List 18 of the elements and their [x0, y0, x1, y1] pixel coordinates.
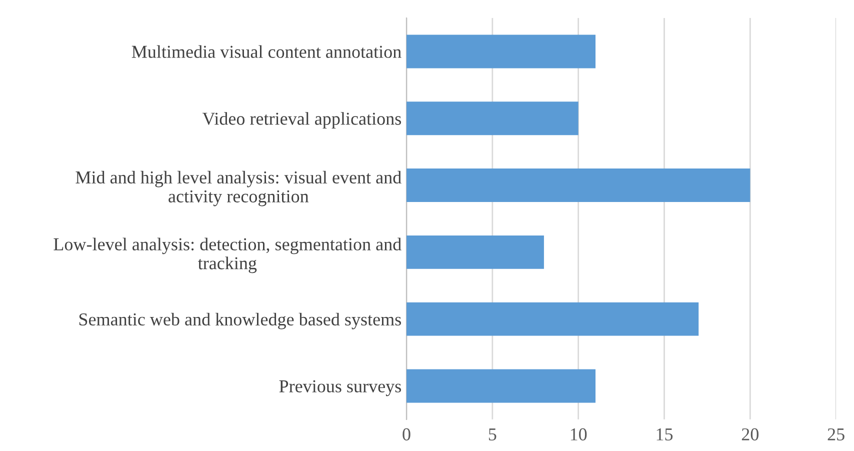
- y-tick-label: Mid and high level analysis: visual event and activity recognition: [76, 170, 402, 206]
- bar: [406, 34, 596, 68]
- bar: [406, 168, 750, 202]
- x-tick-label: 15: [656, 428, 673, 440]
- x-tick-label: 5: [488, 428, 496, 440]
- y-tick-label: Previous surveys: [279, 380, 401, 396]
- y-tick-label: Semantic web and knowledge based systems: [79, 312, 401, 330]
- y-tick-label: Video retrieval applications: [202, 112, 401, 128]
- x-tick-label: 20: [742, 428, 758, 440]
- y-tick-label: Multimedia visual content annotation: [132, 45, 402, 58]
- bar: [406, 102, 578, 136]
- x-tick-label: 0: [402, 428, 410, 440]
- y-tick-label: Low-level analysis: detection, segmentation and tracking: [54, 238, 402, 274]
- bar: [406, 369, 596, 403]
- x-tick-label: 25: [828, 428, 844, 440]
- bar: [406, 235, 544, 269]
- bar: [406, 302, 699, 336]
- x-tick-label: 10: [570, 428, 587, 440]
